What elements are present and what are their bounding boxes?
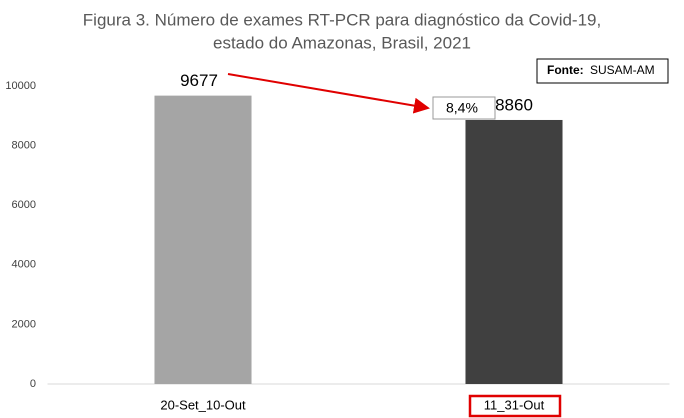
chart-title: Figura 3. Número de exames RT-PCR para d…: [83, 10, 601, 29]
value-label: 8860: [495, 95, 533, 114]
source-box: [536, 58, 669, 84]
bar: [154, 95, 252, 384]
chart-title: estado do Amazonas, Brasil, 2021: [213, 33, 471, 52]
y-tick-label: 8000: [12, 140, 36, 152]
x-tick-label: 11_31-Out: [484, 397, 545, 412]
y-tick-label: 2000: [12, 318, 36, 330]
annotation: 8,4%: [446, 100, 478, 116]
annotation-box: [432, 96, 496, 120]
y-tick-label: 0: [30, 378, 36, 390]
highlight-box: [468, 394, 562, 418]
value-label: 9677: [180, 71, 218, 90]
bar: [465, 119, 563, 385]
source-label: Fonte:: [547, 63, 584, 77]
y-tick-label: 4000: [12, 259, 36, 271]
arrow: [227, 73, 430, 114]
source: SUSAM-AM: [590, 63, 655, 77]
y-tick-label: 6000: [12, 199, 36, 211]
x-tick-label: 20-Set_10-Out: [160, 397, 246, 412]
y-tick-label: 10000: [5, 80, 36, 92]
